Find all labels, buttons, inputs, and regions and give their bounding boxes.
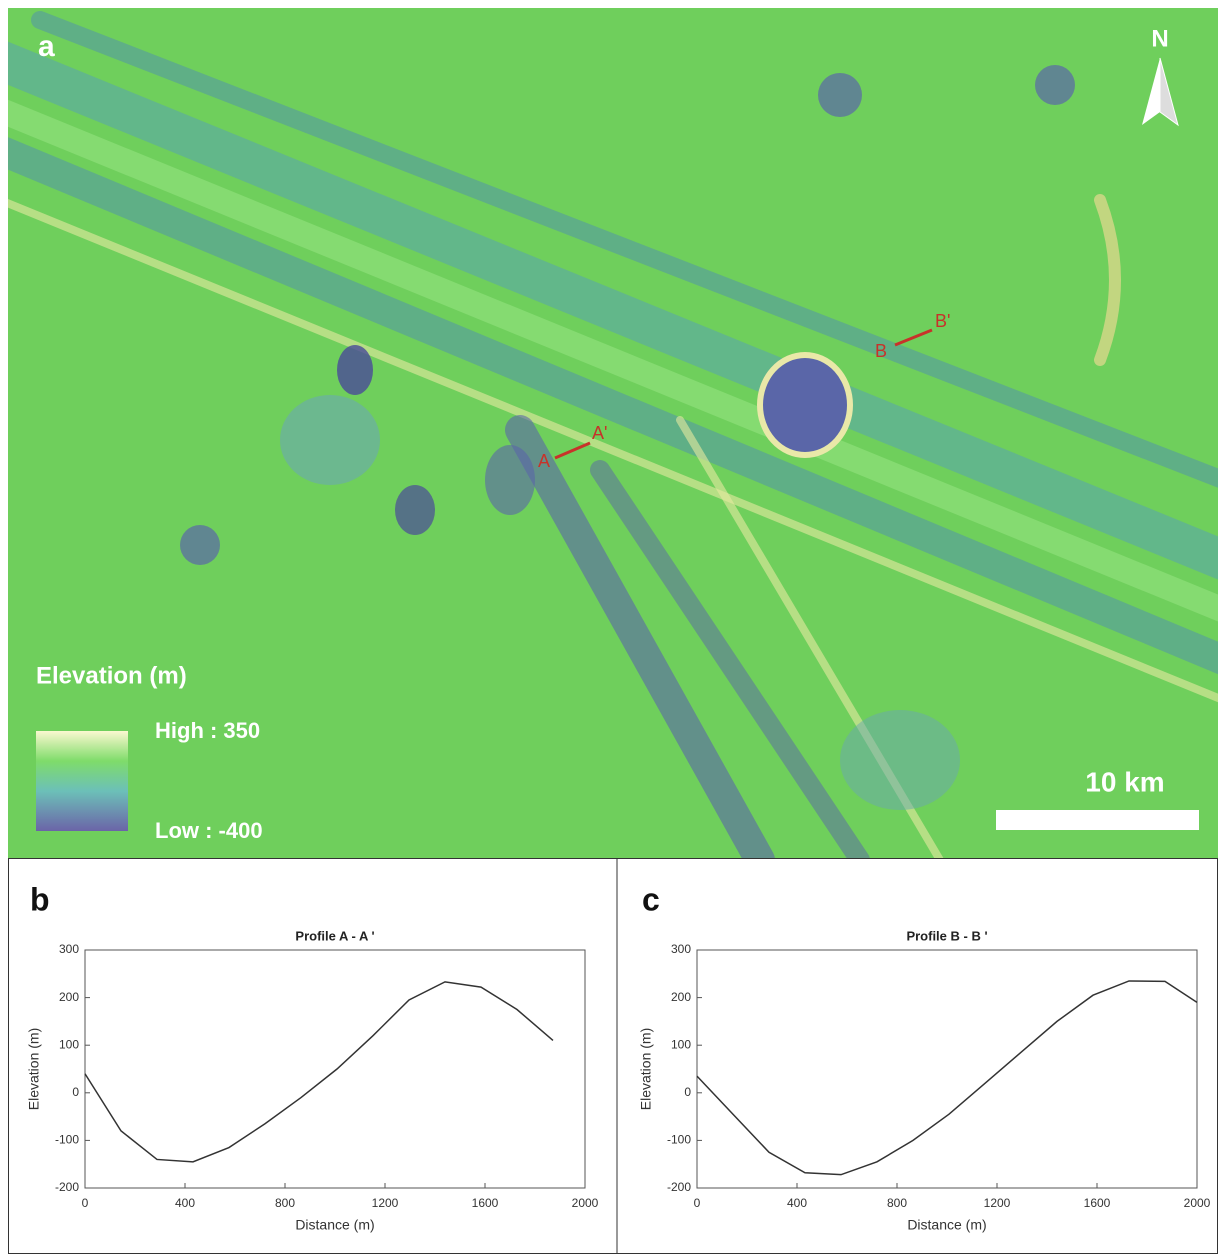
chart-title: Profile A - A ' [295, 928, 374, 943]
north-label: N [1151, 25, 1168, 52]
x-tick-label: 1200 [372, 1196, 399, 1210]
y-axis-label: Elevation (m) [26, 1028, 42, 1110]
y-tick-label: 200 [671, 990, 691, 1004]
panel-label: b [30, 881, 50, 917]
x-tick-label: 1600 [472, 1196, 499, 1210]
chart-title: Profile B - B ' [906, 928, 987, 943]
x-tick-label: 0 [694, 1196, 701, 1210]
x-tick-label: 2000 [572, 1196, 599, 1210]
y-tick-label: 200 [59, 990, 79, 1004]
y-tick-label: 300 [671, 942, 691, 956]
y-tick-label: -100 [55, 1133, 79, 1147]
x-tick-label: 1200 [984, 1196, 1011, 1210]
x-axis-label: Distance (m) [295, 1217, 374, 1233]
legend-low: Low : -400 [155, 818, 263, 843]
profile-label: A' [592, 423, 607, 443]
y-axis-label: Elevation (m) [638, 1028, 654, 1110]
profile-line [697, 981, 1197, 1175]
y-tick-label: 300 [59, 942, 79, 956]
profile-label: B' [935, 311, 950, 331]
scale-label: 10 km [1085, 766, 1164, 797]
x-tick-label: 0 [82, 1196, 89, 1210]
panel-label: c [642, 881, 660, 917]
y-tick-label: -100 [667, 1133, 691, 1147]
plot-area [697, 950, 1197, 1188]
y-tick-label: 100 [671, 1037, 691, 1051]
legend-gradient [36, 731, 128, 831]
panel-frame [9, 859, 1218, 1254]
y-tick-label: 100 [59, 1037, 79, 1051]
x-tick-label: 400 [175, 1196, 195, 1210]
profile-label: A [538, 451, 550, 471]
figure: a N Elevation (m) High : 350 Low : -400 … [0, 0, 1223, 1254]
x-tick-label: 400 [787, 1196, 807, 1210]
plot-area [85, 950, 585, 1188]
x-tick-label: 800 [275, 1196, 295, 1210]
x-tick-label: 1600 [1084, 1196, 1111, 1210]
legend-high: High : 350 [155, 718, 260, 743]
x-tick-label: 2000 [1184, 1196, 1211, 1210]
y-tick-label: -200 [55, 1180, 79, 1194]
y-tick-label: -200 [667, 1180, 691, 1194]
y-tick-label: 0 [684, 1085, 691, 1099]
profile-line [85, 982, 553, 1162]
x-tick-label: 800 [887, 1196, 907, 1210]
y-tick-label: 0 [72, 1085, 79, 1099]
scale-bar [996, 810, 1199, 830]
legend-title: Elevation (m) [36, 662, 187, 689]
panel-label: a [38, 30, 55, 63]
profile-label: B [875, 341, 887, 361]
x-axis-label: Distance (m) [907, 1217, 986, 1233]
